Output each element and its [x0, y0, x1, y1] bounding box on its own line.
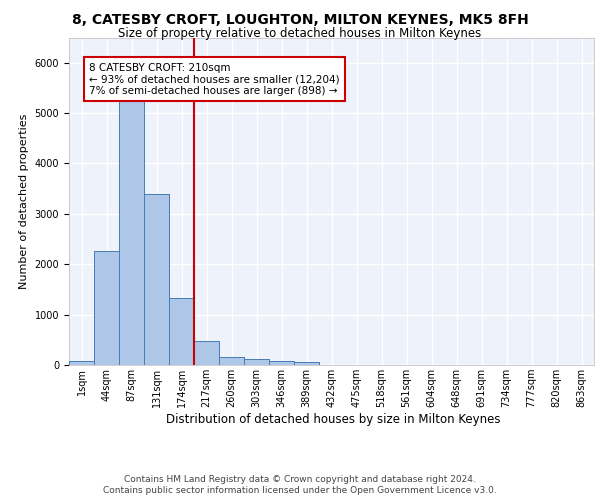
- Bar: [269, 361, 294, 365]
- Bar: [119, 92, 144, 365]
- Bar: [269, 361, 294, 365]
- Bar: [69, 361, 94, 365]
- Bar: [294, 362, 319, 365]
- Bar: [194, 341, 219, 365]
- Bar: [244, 360, 269, 365]
- Y-axis label: Number of detached properties: Number of detached properties: [19, 114, 29, 289]
- Bar: [69, 361, 94, 365]
- Text: 8 CATESBY CROFT: 210sqm
← 93% of detached houses are smaller (12,204)
7% of semi: 8 CATESBY CROFT: 210sqm ← 93% of detache…: [89, 62, 340, 96]
- Bar: [219, 357, 244, 365]
- Text: 8, CATESBY CROFT, LOUGHTON, MILTON KEYNES, MK5 8FH: 8, CATESBY CROFT, LOUGHTON, MILTON KEYNE…: [71, 12, 529, 26]
- Bar: [294, 362, 319, 365]
- Bar: [94, 250, 119, 365]
- Bar: [144, 194, 169, 365]
- Bar: [144, 194, 169, 365]
- Bar: [169, 298, 194, 365]
- Text: Size of property relative to detached houses in Milton Keynes: Size of property relative to detached ho…: [118, 28, 482, 40]
- Text: Distribution of detached houses by size in Milton Keynes: Distribution of detached houses by size …: [166, 412, 500, 426]
- Bar: [194, 341, 219, 365]
- Bar: [219, 357, 244, 365]
- Bar: [94, 250, 119, 365]
- Text: Contains public sector information licensed under the Open Government Licence v3: Contains public sector information licen…: [103, 486, 497, 495]
- Bar: [244, 360, 269, 365]
- Bar: [119, 92, 144, 365]
- Bar: [169, 298, 194, 365]
- Text: Contains HM Land Registry data © Crown copyright and database right 2024.: Contains HM Land Registry data © Crown c…: [124, 475, 476, 484]
